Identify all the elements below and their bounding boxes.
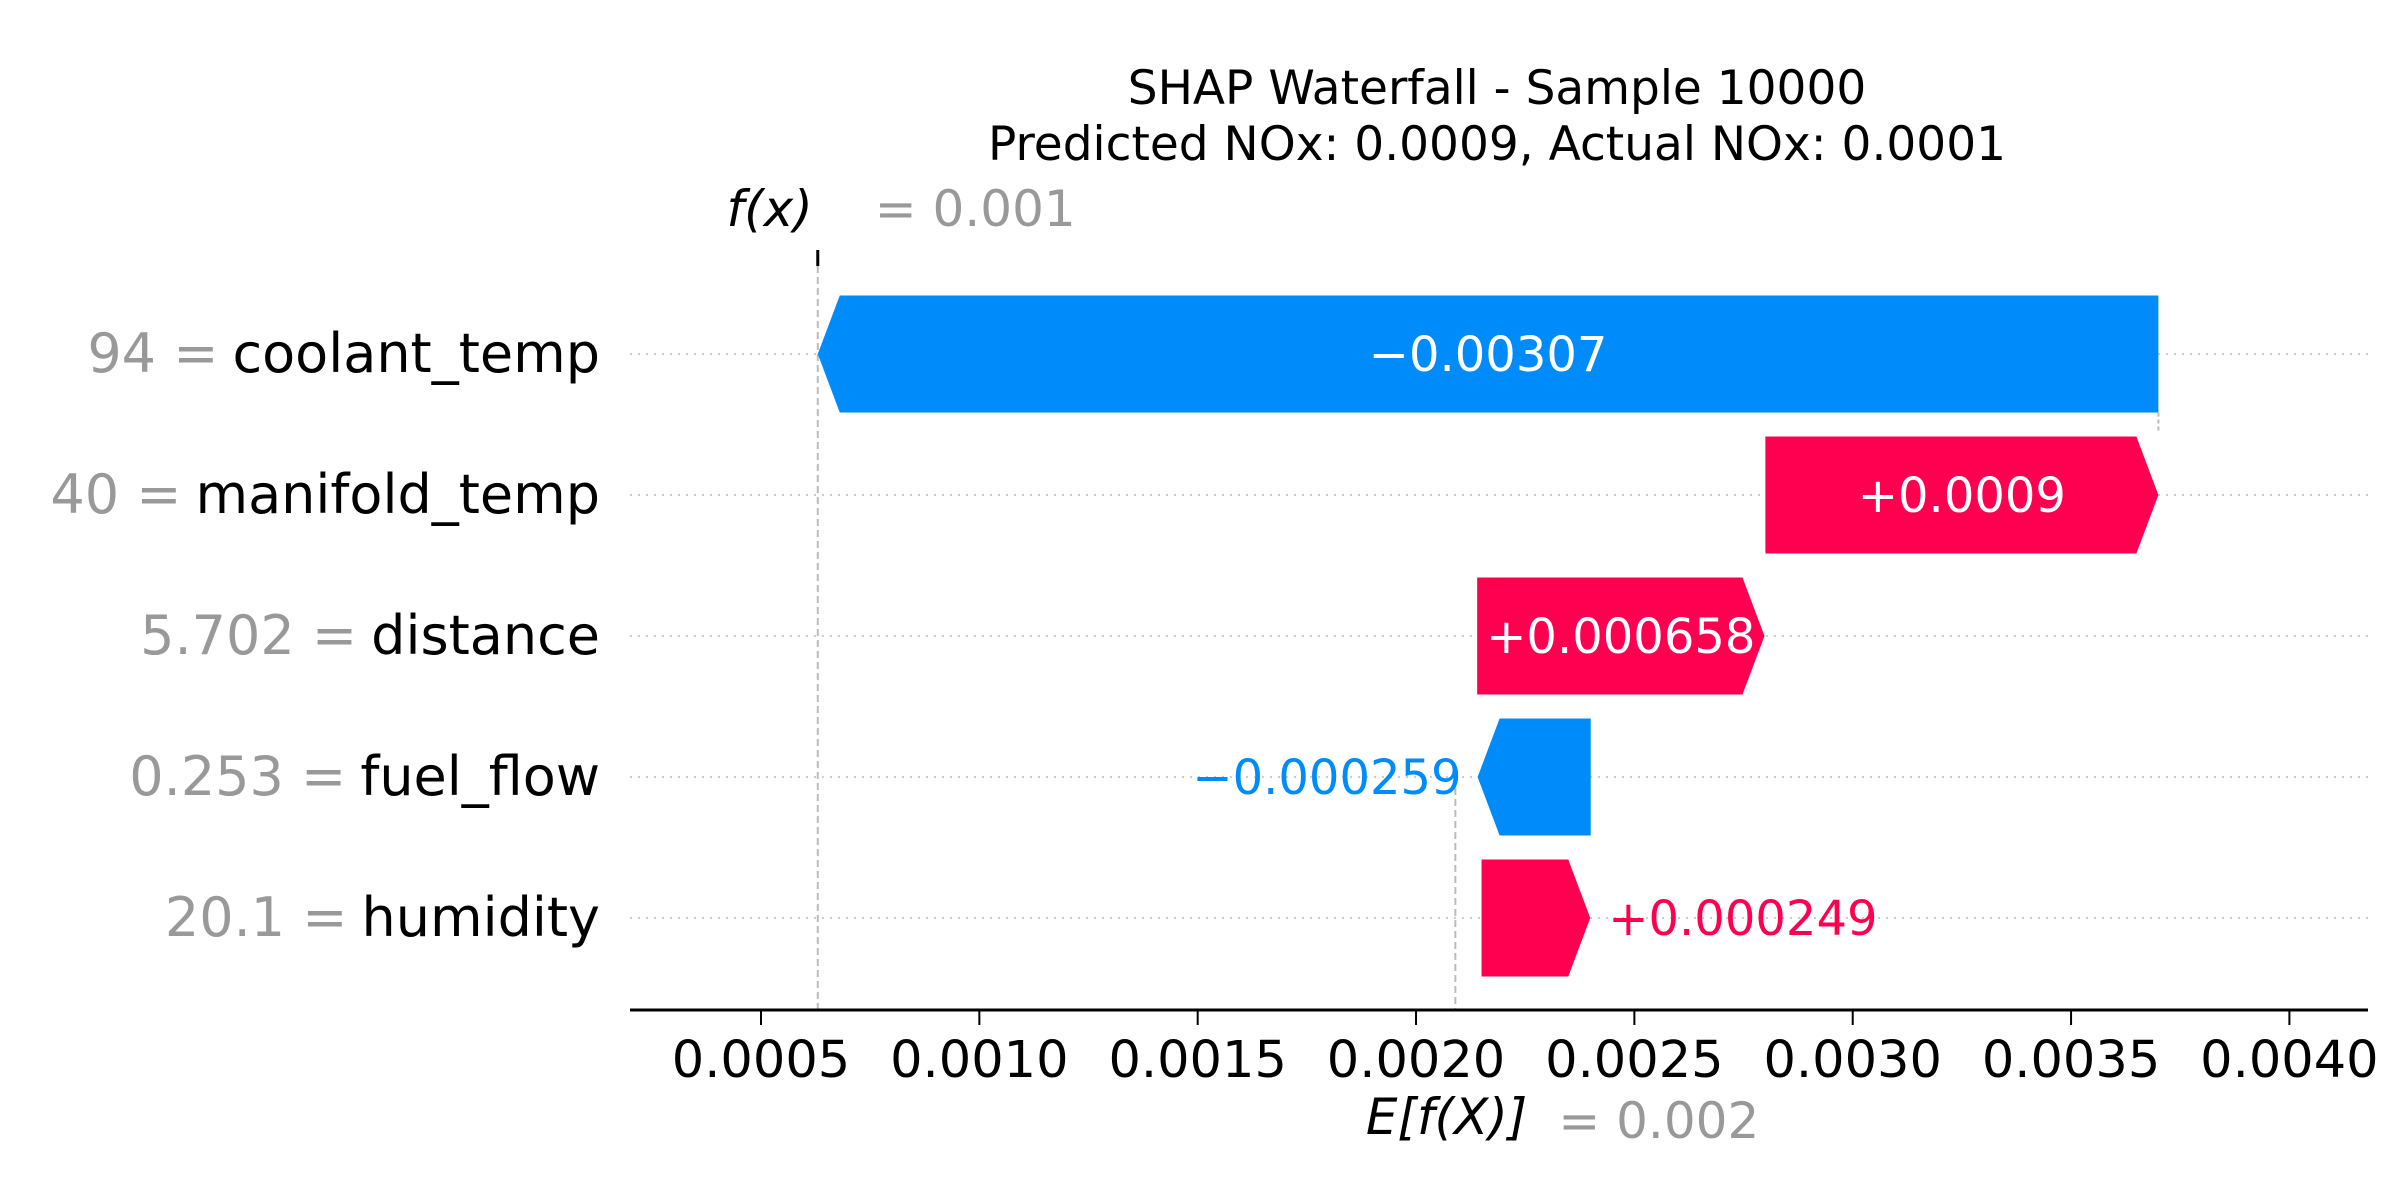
bar-distance	[1477, 577, 1765, 695]
x-tick-label: 0.0035	[1982, 1031, 2160, 1090]
reference-lines	[816, 250, 1457, 1010]
feature-value-label: 20.1 =	[165, 886, 348, 949]
x-tick-label: 0.0010	[890, 1031, 1068, 1090]
x-axis-ticks: 0.0005 0.0010 0.0015 0.0020 0.0025 0.0030 0.00…	[672, 1010, 2379, 1090]
feature-value-label: 5.702 =	[140, 604, 357, 667]
feature-name-label: humidity	[362, 886, 600, 949]
x-tick-label: 0.0030	[1763, 1031, 1941, 1090]
feature-name-label: manifold_temp	[195, 463, 600, 526]
x-tick-label: 0.0015	[1108, 1031, 1286, 1090]
x-tick-label: 0.0040	[2200, 1031, 2378, 1090]
bar-coolant_temp	[817, 295, 2159, 413]
expected-value-annotation: E[f(X)] = 0.002	[1366, 1088, 1759, 1150]
bar-manifold_temp	[1765, 436, 2159, 554]
feature-name-label: fuel_flow	[360, 745, 600, 808]
chart-title: SHAP Waterfall - Sample 10000	[1128, 61, 1867, 116]
fx-value-label: = 0.001	[875, 180, 1076, 238]
bar-humidity	[1481, 859, 1591, 977]
bar-value-label: +0.0009	[1858, 468, 2066, 524]
chart-subtitle: Predicted NOx: 0.0009, Actual NOx: 0.000…	[988, 117, 2006, 172]
fx-annotation: f(x) = 0.001	[727, 180, 1076, 238]
bar-value-label: +0.000658	[1486, 609, 1755, 665]
x-tick-label: 0.0005	[672, 1031, 850, 1090]
expected-value-number: = 0.002	[1558, 1092, 1759, 1150]
feature-value-label: 0.253 =	[129, 745, 346, 808]
x-tick-label: 0.0025	[1545, 1031, 1723, 1090]
bar-value-label: −0.000259	[1192, 750, 1461, 806]
expected-value-label: E[f(X)]	[1366, 1088, 1527, 1146]
x-tick-label: 0.0020	[1327, 1031, 1505, 1090]
contribution-bars: −0.00307 +0.0009 +0.000658 −0.000259 +0.0002…	[817, 295, 2160, 977]
bar-value-label: +0.000249	[1608, 891, 1877, 947]
feature-name-label: distance	[371, 604, 600, 667]
fx-label: f(x)	[727, 180, 813, 238]
bar-fuel_flow	[1477, 718, 1591, 836]
bar-value-label: −0.00307	[1369, 327, 1608, 383]
feature-name-label: coolant_temp	[232, 322, 600, 385]
feature-value-label: 94 =	[87, 322, 218, 385]
feature-value-label: 40 =	[50, 463, 181, 526]
